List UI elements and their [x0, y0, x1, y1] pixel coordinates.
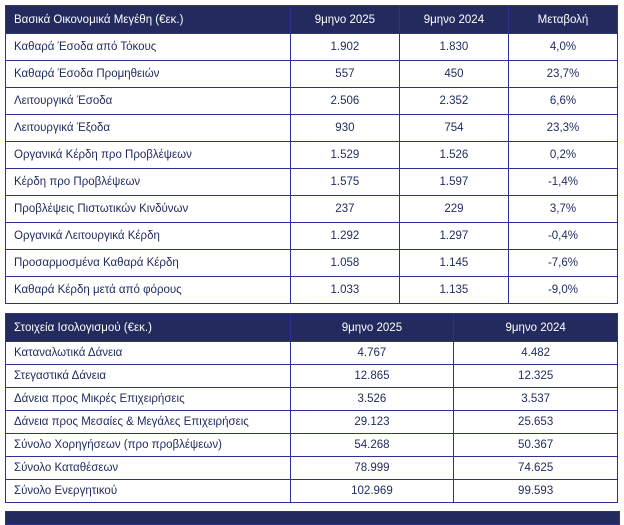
row-label: Λειτουργικά Έσοδα: [5, 87, 291, 115]
table-row: Καθαρά Έσοδα από Τόκους 1.902 1.830 4,0%: [5, 33, 619, 61]
row-label: Δάνεια προς Μεσαίες & Μεγάλες Επιχειρήσε…: [5, 410, 291, 434]
row-label: Προβλέψεις Πιστωτικών Κινδύνων: [5, 195, 291, 223]
value-2025: 102.969: [289, 479, 455, 503]
value-2025: 1.529: [289, 141, 400, 169]
table-row: Καταναλωτικά Δάνεια 4.767 4.482: [5, 341, 618, 365]
value-2024: 12.325: [453, 364, 618, 388]
value-2024: 99.593: [453, 479, 618, 503]
table1-col-2024: 9μηνο 2024: [398, 5, 509, 34]
value-2025: 1.902: [289, 33, 400, 61]
table1-col-change: Μεταβολή: [507, 5, 619, 34]
row-label: Σύνολο Χορηγήσεων (προ προβλέψεων): [5, 433, 291, 457]
value-2025: 4.767: [289, 341, 455, 365]
value-change: -1,4%: [507, 168, 619, 196]
value-2025: 3.526: [289, 387, 455, 411]
value-2024: 1.597: [398, 168, 509, 196]
value-2024: 1.830: [398, 33, 509, 61]
value-2025: 1.058: [289, 249, 400, 277]
value-change: 23,3%: [507, 114, 619, 142]
table-row: Κέρδη προ Προβλέψεων 1.575 1.597 -1,4%: [5, 168, 619, 196]
value-2024: 2.352: [398, 87, 509, 115]
value-2024: 4.482: [453, 341, 618, 365]
value-2025: 2.506: [289, 87, 400, 115]
balance-sheet-header-row: Στοιχεία Ισολογισμού (€εκ.) 9μηνο 2025 9…: [5, 313, 618, 342]
value-2025: 1.575: [289, 168, 400, 196]
table-row: Καθαρά Έσοδα Προμηθειών 557 450 23,7%: [5, 60, 619, 88]
table-row: Οργανικά Λειτουργικά Κέρδη 1.292 1.297 -…: [5, 222, 619, 250]
table-row: Σύνολο Καταθέσεων 78.999 74.625: [5, 456, 618, 480]
value-2025: 54.268: [289, 433, 455, 457]
value-2025: 1.033: [289, 276, 400, 304]
table-row: Σύνολο Χορηγήσεων (προ προβλέψεων) 54.26…: [5, 433, 618, 457]
table3-header-partial: [5, 511, 620, 525]
value-2024: 3.537: [453, 387, 618, 411]
row-label: Καθαρά Κέρδη μετά από φόρους: [5, 276, 291, 304]
key-financials-table: Βασικά Οικονομικά Μεγέθη (€εκ.) 9μηνο 20…: [5, 5, 619, 304]
table-row: Στεγαστικά Δάνεια 12.865 12.325: [5, 364, 618, 388]
table-row: Λειτουργικά Έξοδα 930 754 23,3%: [5, 114, 619, 142]
value-2025: 12.865: [289, 364, 455, 388]
row-label: Καταναλωτικά Δάνεια: [5, 341, 291, 365]
table2-title: Στοιχεία Ισολογισμού (€εκ.): [5, 313, 291, 342]
value-2024: 450: [398, 60, 509, 88]
value-change: 3,7%: [507, 195, 619, 223]
row-label: Καθαρά Έσοδα Προμηθειών: [5, 60, 291, 88]
row-label: Σύνολο Ενεργητικού: [5, 479, 291, 503]
value-2024: 25.653: [453, 410, 618, 434]
value-2024: 50.367: [453, 433, 618, 457]
row-label: Στεγαστικά Δάνεια: [5, 364, 291, 388]
value-2025: 78.999: [289, 456, 455, 480]
balance-sheet-table: Στοιχεία Ισολογισμού (€εκ.) 9μηνο 2025 9…: [5, 313, 618, 503]
key-financials-header-row: Βασικά Οικονομικά Μεγέθη (€εκ.) 9μηνο 20…: [5, 5, 619, 34]
table-row: Προσαρμοσμένα Καθαρά Κέρδη 1.058 1.145 -…: [5, 249, 619, 277]
table-row: Δάνεια προς Μικρές Επιχειρήσεις 3.526 3.…: [5, 387, 618, 411]
table1-title: Βασικά Οικονομικά Μεγέθη (€εκ.): [5, 5, 291, 34]
table-row: Λειτουργικά Έσοδα 2.506 2.352 6,6%: [5, 87, 619, 115]
row-label: Δάνεια προς Μικρές Επιχειρήσεις: [5, 387, 291, 411]
row-label: Καθαρά Έσοδα από Τόκους: [5, 33, 291, 61]
row-label: Λειτουργικά Έξοδα: [5, 114, 291, 142]
value-change: -9,0%: [507, 276, 619, 304]
table1-col-2025: 9μηνο 2025: [289, 5, 400, 34]
row-label: Σύνολο Καταθέσεων: [5, 456, 291, 480]
value-2025: 237: [289, 195, 400, 223]
row-label: Κέρδη προ Προβλέψεων: [5, 168, 291, 196]
value-2024: 1.145: [398, 249, 509, 277]
value-2024: 1.297: [398, 222, 509, 250]
row-label: Προσαρμοσμένα Καθαρά Κέρδη: [5, 249, 291, 277]
value-change: 23,7%: [507, 60, 619, 88]
row-label: Οργανικά Κέρδη προ Προβλέψεων: [5, 141, 291, 169]
value-change: 6,6%: [507, 87, 619, 115]
value-change: -7,6%: [507, 249, 619, 277]
table-row: Προβλέψεις Πιστωτικών Κινδύνων 237 229 3…: [5, 195, 619, 223]
value-2025: 557: [289, 60, 400, 88]
row-label: Οργανικά Λειτουργικά Κέρδη: [5, 222, 291, 250]
table2-col-2025: 9μηνο 2025: [289, 313, 455, 342]
table-row: Καθαρά Κέρδη μετά από φόρους 1.033 1.135…: [5, 276, 619, 304]
value-change: 0,2%: [507, 141, 619, 169]
value-2024: 1.526: [398, 141, 509, 169]
value-2024: 1.135: [398, 276, 509, 304]
value-2024: 754: [398, 114, 509, 142]
value-change: 4,0%: [507, 33, 619, 61]
value-2024: 229: [398, 195, 509, 223]
value-2024: 74.625: [453, 456, 618, 480]
table2-col-2024: 9μηνο 2024: [453, 313, 618, 342]
value-2025: 29.123: [289, 410, 455, 434]
table-row: Οργανικά Κέρδη προ Προβλέψεων 1.529 1.52…: [5, 141, 619, 169]
table-row: Σύνολο Ενεργητικού 102.969 99.593: [5, 479, 618, 503]
table-row: Δάνεια προς Μεσαίες & Μεγάλες Επιχειρήσε…: [5, 410, 618, 434]
table-spacer: [5, 304, 618, 313]
value-2025: 930: [289, 114, 400, 142]
value-2025: 1.292: [289, 222, 400, 250]
value-change: -0,4%: [507, 222, 619, 250]
